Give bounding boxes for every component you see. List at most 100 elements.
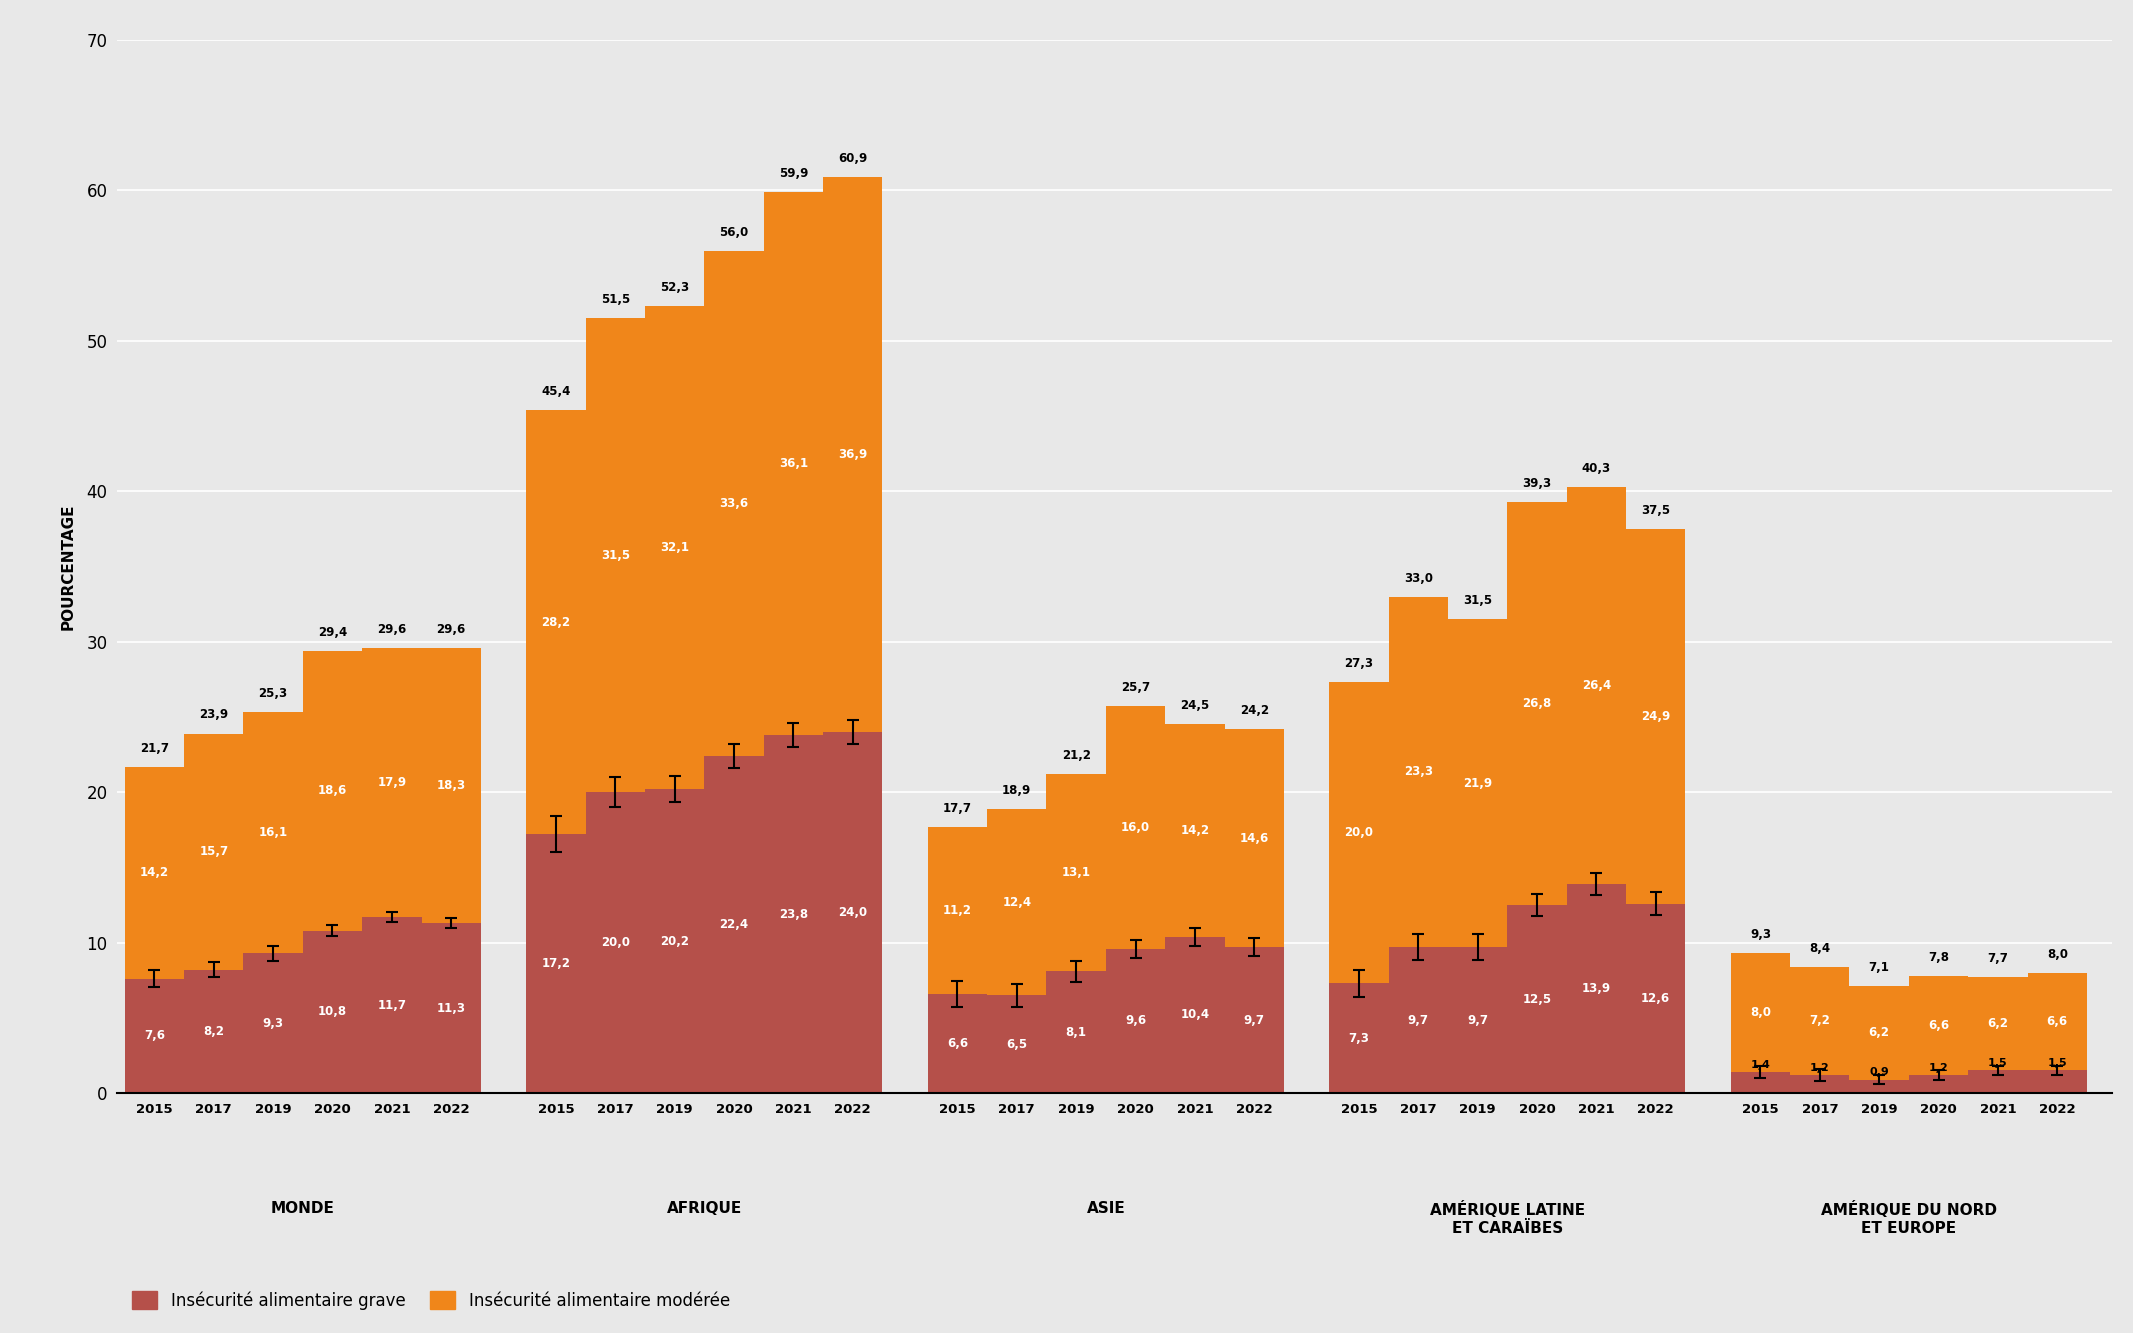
Bar [1730, 953, 1790, 1072]
Text: 24,9: 24,9 [1640, 709, 1670, 722]
Text: 11,7: 11,7 [378, 998, 407, 1012]
Text: 59,9: 59,9 [779, 167, 808, 180]
Bar [988, 809, 1047, 996]
Text: 21,2: 21,2 [1062, 749, 1090, 762]
Bar [1448, 619, 1508, 948]
Bar [1165, 725, 1224, 937]
Text: 9,3: 9,3 [1749, 928, 1770, 941]
Text: 18,6: 18,6 [318, 784, 348, 797]
Text: 29,6: 29,6 [437, 623, 465, 636]
Text: 26,8: 26,8 [1523, 697, 1551, 710]
Text: 9,7: 9,7 [1408, 1013, 1429, 1026]
Bar [1105, 706, 1165, 949]
Bar [1389, 948, 1448, 1093]
Bar [124, 766, 183, 978]
Text: 45,4: 45,4 [542, 385, 572, 399]
Bar [928, 826, 988, 994]
Text: 17,2: 17,2 [542, 957, 570, 970]
Text: 31,5: 31,5 [602, 549, 629, 561]
Bar [1790, 1074, 1849, 1093]
Bar [1625, 529, 1685, 904]
Text: 1,5: 1,5 [2048, 1058, 2067, 1068]
Text: 20,0: 20,0 [1344, 826, 1374, 840]
Bar [1969, 977, 2028, 1070]
Text: 14,6: 14,6 [1239, 832, 1269, 845]
Bar [1224, 948, 1284, 1093]
Text: 60,9: 60,9 [838, 152, 868, 165]
Text: 13,1: 13,1 [1062, 866, 1090, 880]
Text: 6,6: 6,6 [947, 1037, 968, 1050]
Text: 14,2: 14,2 [141, 866, 169, 880]
Bar [363, 648, 422, 917]
Text: 9,6: 9,6 [1124, 1014, 1145, 1028]
Bar [363, 917, 422, 1093]
Text: 8,1: 8,1 [1066, 1025, 1086, 1038]
Text: 6,6: 6,6 [2048, 1016, 2067, 1028]
Text: 11,2: 11,2 [943, 904, 973, 917]
Bar [1329, 682, 1389, 984]
Bar [422, 648, 480, 922]
Bar [1105, 949, 1165, 1093]
Bar [1849, 1080, 1909, 1093]
Bar [2028, 973, 2086, 1070]
Text: 23,8: 23,8 [779, 908, 808, 921]
Text: MONDE: MONDE [271, 1201, 335, 1217]
Bar [644, 307, 704, 789]
Bar [1448, 948, 1508, 1093]
Text: 1,2: 1,2 [1928, 1062, 1947, 1073]
Bar [1909, 1074, 1969, 1093]
Bar [527, 834, 587, 1093]
Bar [2028, 1070, 2086, 1093]
Text: 20,0: 20,0 [602, 936, 629, 949]
Text: 16,1: 16,1 [258, 826, 288, 840]
Bar [527, 411, 587, 834]
Text: 36,1: 36,1 [779, 457, 808, 471]
Bar [1165, 937, 1224, 1093]
Text: 56,0: 56,0 [719, 225, 749, 239]
Bar [823, 177, 883, 732]
Text: 7,7: 7,7 [1988, 952, 2009, 965]
Bar [1849, 986, 1909, 1080]
Bar [124, 978, 183, 1093]
Bar [243, 712, 303, 953]
Text: 17,9: 17,9 [378, 776, 407, 789]
Bar [1224, 729, 1284, 948]
Text: 1,4: 1,4 [1751, 1060, 1770, 1070]
Text: 31,5: 31,5 [1463, 595, 1493, 607]
Bar [183, 733, 243, 969]
Text: 18,3: 18,3 [437, 778, 465, 792]
Text: 20,2: 20,2 [659, 934, 689, 948]
Text: 9,3: 9,3 [262, 1017, 284, 1029]
Text: 29,6: 29,6 [378, 623, 407, 636]
Text: 1,2: 1,2 [1811, 1062, 1830, 1073]
Text: 10,4: 10,4 [1180, 1008, 1209, 1021]
Bar [764, 734, 823, 1093]
Bar [303, 930, 363, 1093]
Bar [587, 319, 644, 792]
Bar [1047, 774, 1105, 972]
Bar [928, 994, 988, 1093]
Bar [1790, 966, 1849, 1074]
Bar [1329, 984, 1389, 1093]
Text: 17,7: 17,7 [943, 801, 973, 814]
Bar [704, 756, 764, 1093]
Text: 7,6: 7,6 [143, 1029, 164, 1042]
Text: 7,3: 7,3 [1348, 1032, 1369, 1045]
Bar [1389, 597, 1448, 948]
Text: 25,7: 25,7 [1122, 681, 1150, 694]
Text: 15,7: 15,7 [198, 845, 228, 858]
Bar [1568, 884, 1625, 1093]
Bar [1568, 487, 1625, 884]
Bar [644, 789, 704, 1093]
Text: 18,9: 18,9 [1003, 784, 1032, 797]
Bar [1508, 501, 1568, 905]
Text: 37,5: 37,5 [1640, 504, 1670, 517]
Text: 7,2: 7,2 [1809, 1014, 1830, 1028]
Bar [1969, 1070, 2028, 1093]
Text: 23,9: 23,9 [198, 708, 228, 721]
Text: 12,5: 12,5 [1523, 993, 1551, 1005]
Text: 52,3: 52,3 [659, 281, 689, 295]
Bar [823, 732, 883, 1093]
Text: 8,0: 8,0 [2048, 948, 2067, 961]
Text: 8,2: 8,2 [203, 1025, 224, 1038]
